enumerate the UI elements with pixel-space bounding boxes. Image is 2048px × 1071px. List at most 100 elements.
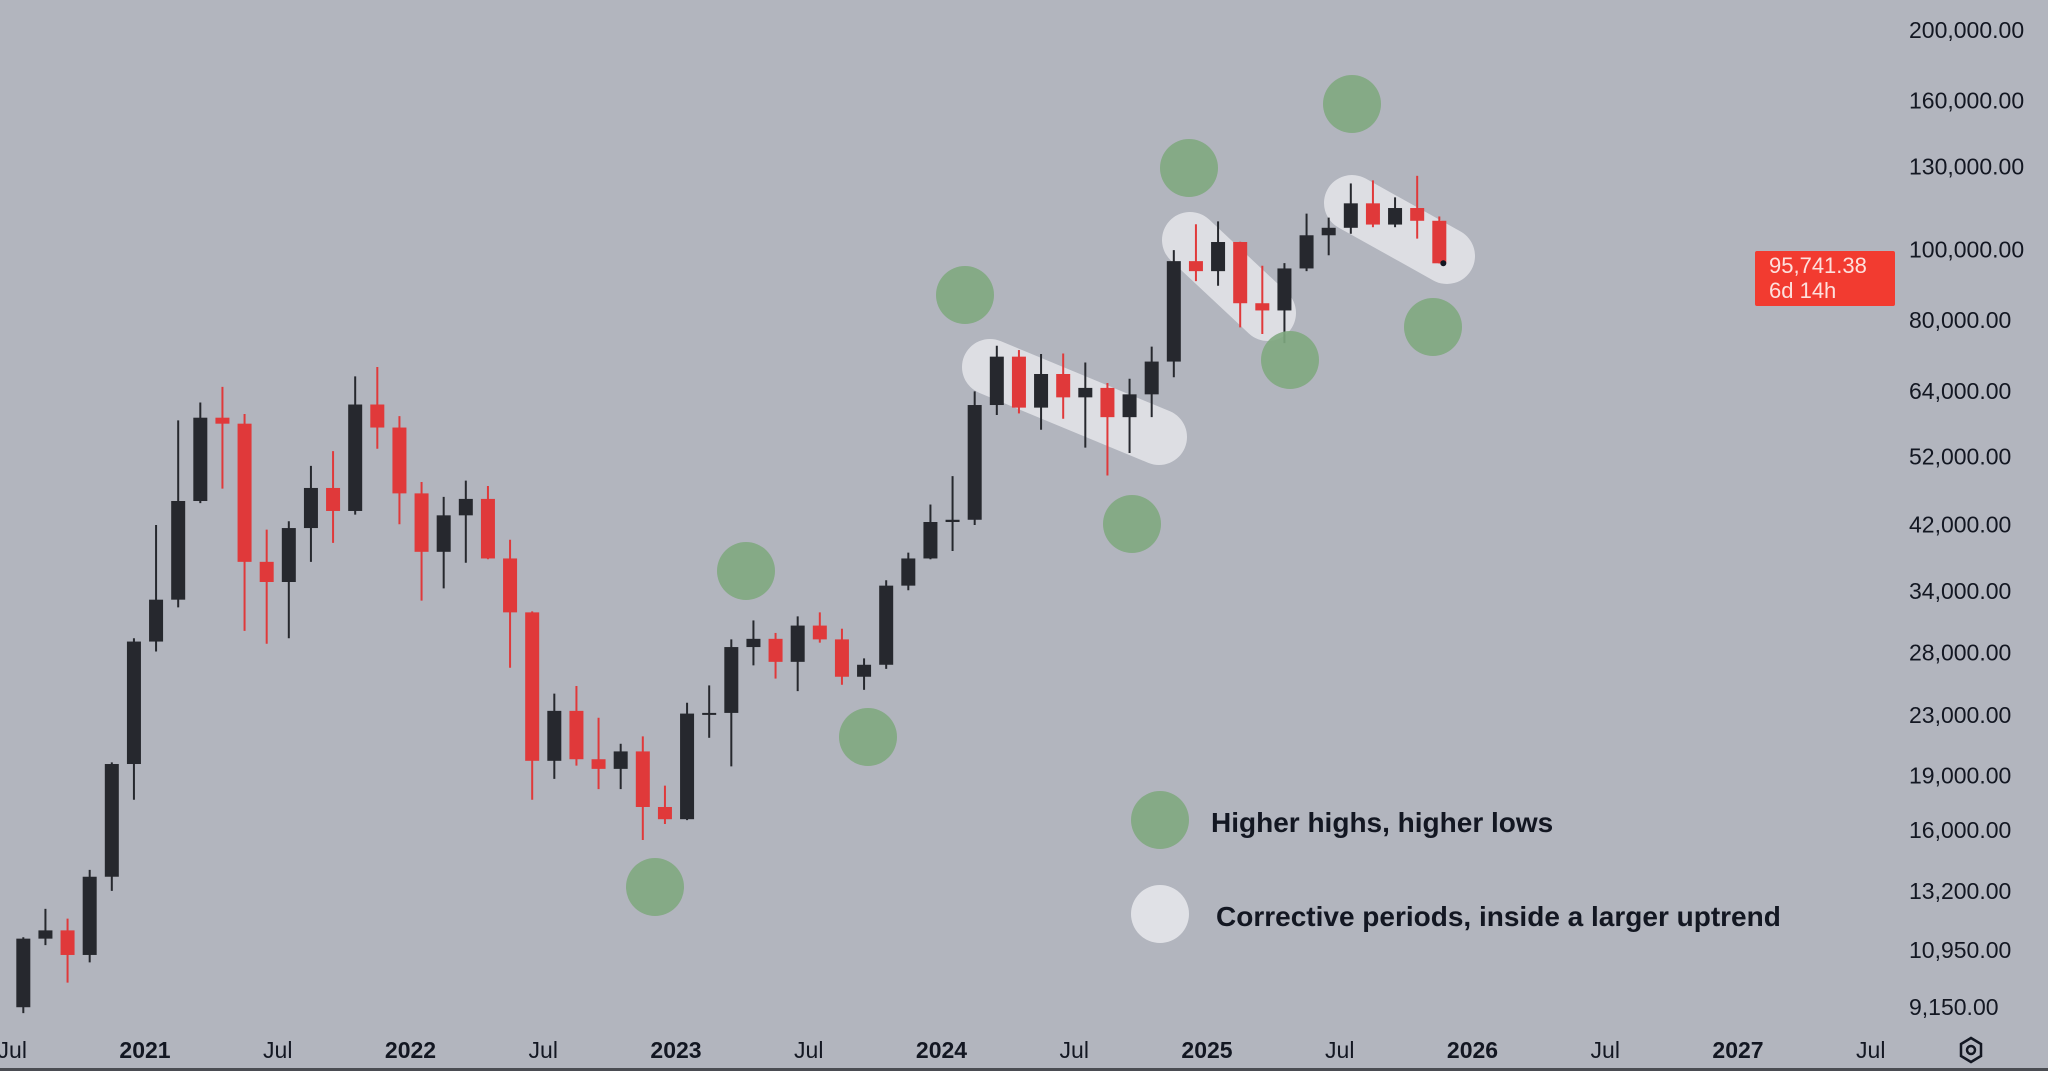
candle — [967, 391, 982, 526]
candle — [879, 580, 894, 669]
higher-low-marker — [1103, 495, 1161, 553]
higher-low-marker — [839, 708, 897, 766]
candle — [480, 485, 495, 560]
y-tick-label: 34,000.00 — [1909, 578, 2011, 604]
candle-body — [149, 599, 164, 642]
y-tick-label: 80,000.00 — [1909, 307, 2011, 333]
candle — [1277, 263, 1292, 344]
candle-body — [613, 751, 628, 769]
y-tick-label: 64,000.00 — [1909, 378, 2011, 404]
candle-body — [901, 558, 916, 586]
candle-body — [1410, 208, 1425, 221]
x-tick-label: 2025 — [1181, 1037, 1232, 1063]
gear-icon[interactable] — [1959, 1036, 1983, 1064]
candle — [1034, 353, 1049, 430]
candle-body — [1100, 387, 1115, 418]
price-axis[interactable]: 200,000.00 160,000.00 130,000.00 100,000.00… — [1909, 17, 2024, 1020]
candle — [171, 420, 186, 608]
candle — [16, 937, 31, 1014]
candle-body — [436, 515, 451, 552]
higher-high-low-markers — [626, 75, 1462, 916]
candle-body — [1432, 220, 1447, 264]
higher-high-marker — [1160, 139, 1218, 197]
candle — [834, 628, 849, 685]
y-tick-label: 19,000.00 — [1909, 762, 2011, 788]
y-tick-label: 23,000.00 — [1909, 702, 2011, 728]
higher-low-marker — [1404, 298, 1462, 356]
candle-body — [1321, 227, 1336, 236]
candle-body — [812, 625, 827, 640]
x-tick-label: Jul — [1856, 1037, 1885, 1063]
candle — [680, 702, 695, 821]
candle-body — [38, 930, 53, 939]
y-tick-label: 130,000.00 — [1909, 153, 2024, 179]
candle — [126, 638, 141, 800]
candles — [16, 175, 1447, 1014]
candle-body — [281, 528, 296, 582]
candle — [458, 480, 473, 563]
candle — [989, 345, 1004, 416]
bottom-border — [0, 1068, 2048, 1071]
current-price: 95,741.38 — [1769, 253, 1867, 278]
candle-body — [790, 625, 805, 662]
candle — [901, 552, 916, 591]
candle — [525, 611, 540, 800]
candle-body — [569, 710, 584, 760]
candle — [82, 869, 97, 963]
candle — [746, 620, 761, 666]
candle-body — [1188, 261, 1203, 272]
candle — [635, 736, 650, 840]
candle — [857, 658, 872, 690]
x-tick-label: Jul — [794, 1037, 823, 1063]
candle — [149, 525, 164, 652]
candle — [370, 367, 385, 449]
candle — [1343, 183, 1358, 234]
candle-body — [348, 404, 363, 511]
candle-body — [680, 713, 695, 820]
candle-body — [458, 498, 473, 516]
y-tick-label: 13,200.00 — [1909, 878, 2011, 904]
legend-label-corrective: Corrective periods, inside a larger uptr… — [1216, 901, 1781, 932]
candle — [104, 762, 119, 891]
candle — [1211, 221, 1226, 286]
candle-body — [503, 558, 518, 613]
candle-body — [1034, 373, 1049, 408]
candle-body — [326, 487, 341, 511]
candle — [348, 376, 363, 515]
x-tick-label: 2021 — [119, 1037, 170, 1063]
time-axis[interactable]: Jul 2021 Jul 2022 Jul 2023 Jul 2024 Jul 2025 Jul 20… — [0, 1037, 1885, 1063]
candle-body — [768, 638, 783, 662]
y-tick-label: 160,000.00 — [1909, 88, 2024, 114]
candle — [326, 451, 341, 543]
candle — [812, 612, 827, 643]
candle — [215, 386, 230, 489]
candle — [1188, 224, 1203, 282]
candle — [1100, 383, 1115, 476]
last-price-dot — [1440, 260, 1447, 267]
candle-body — [60, 930, 75, 955]
candle-body — [635, 751, 650, 807]
candle-body — [259, 561, 274, 582]
candle — [1299, 213, 1314, 272]
x-tick-label: Jul — [263, 1037, 292, 1063]
candle — [1432, 216, 1447, 264]
candle-body — [1255, 303, 1270, 311]
y-tick-label: 16,000.00 — [1909, 817, 2011, 843]
candle — [1321, 217, 1336, 256]
candle-body — [591, 759, 606, 769]
candle-body — [1365, 203, 1380, 225]
y-tick-label: 9,150.00 — [1909, 994, 1999, 1020]
candle-body — [525, 612, 540, 761]
candle-body — [1211, 242, 1226, 272]
candle — [1410, 175, 1425, 239]
candle — [1166, 250, 1181, 378]
candle-body — [1233, 242, 1248, 304]
candle — [60, 918, 75, 983]
candle — [1388, 197, 1403, 228]
candle — [547, 693, 562, 779]
candle — [1011, 350, 1026, 414]
candle — [1122, 378, 1137, 453]
candle-body — [392, 427, 407, 494]
candle-body — [923, 522, 938, 559]
